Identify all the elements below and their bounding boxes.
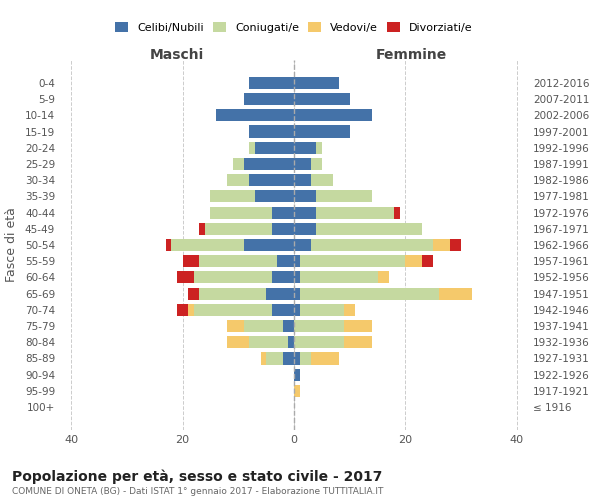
Bar [255,142,294,154]
Bar [439,288,472,300]
Bar [250,77,294,89]
Bar [299,352,311,364]
Bar [199,255,277,268]
Bar [294,320,344,332]
Bar [227,336,250,348]
Bar [211,190,255,202]
Bar [250,174,294,186]
Bar [450,239,461,251]
Bar [266,288,294,300]
Bar [250,142,255,154]
Bar [166,239,172,251]
Bar [294,126,350,138]
Bar [266,352,283,364]
Legend: Celibi/Nubili, Coniugati/e, Vedovi/e, Divorziati/e: Celibi/Nubili, Coniugati/e, Vedovi/e, Di… [111,18,477,37]
Bar [244,320,283,332]
Text: COMUNE DI ONETA (BG) - Dati ISTAT 1° gennaio 2017 - Elaborazione TUTTITALIA.IT: COMUNE DI ONETA (BG) - Dati ISTAT 1° gen… [12,488,383,496]
Bar [294,304,299,316]
Bar [244,239,294,251]
Bar [294,368,299,381]
Bar [294,109,372,122]
Y-axis label: Anni di nascita: Anni di nascita [598,198,600,291]
Bar [311,352,338,364]
Bar [272,272,294,283]
Bar [294,158,311,170]
Bar [344,304,355,316]
Bar [344,320,372,332]
Bar [311,158,322,170]
Bar [255,190,294,202]
Bar [406,255,422,268]
Bar [299,288,439,300]
Bar [199,222,205,235]
Bar [294,206,316,218]
Bar [283,320,294,332]
Bar [344,336,372,348]
Bar [294,352,299,364]
Bar [311,239,433,251]
Bar [227,174,250,186]
Bar [233,158,244,170]
Bar [216,109,294,122]
Bar [299,255,406,268]
Bar [227,320,244,332]
Bar [289,336,294,348]
Bar [272,206,294,218]
Bar [199,288,266,300]
Bar [377,272,389,283]
Bar [294,222,316,235]
Bar [433,239,450,251]
Bar [294,142,316,154]
Bar [299,272,377,283]
Bar [283,352,294,364]
Bar [294,77,338,89]
Bar [294,385,299,397]
Bar [194,304,272,316]
Bar [244,158,294,170]
Bar [294,255,299,268]
Bar [294,336,344,348]
Bar [294,239,311,251]
Bar [205,222,272,235]
Bar [294,93,350,105]
Bar [316,206,394,218]
Bar [299,304,344,316]
Bar [422,255,433,268]
Bar [188,288,199,300]
Bar [311,174,333,186]
Bar [177,304,188,316]
Bar [294,174,311,186]
Bar [250,126,294,138]
Bar [277,255,294,268]
Bar [211,206,272,218]
Bar [316,222,422,235]
Bar [260,352,266,364]
Bar [316,190,372,202]
Bar [316,142,322,154]
Bar [182,255,199,268]
Text: Femmine: Femmine [376,48,446,62]
Text: Maschi: Maschi [150,48,204,62]
Bar [177,272,194,283]
Bar [294,272,299,283]
Bar [244,93,294,105]
Bar [194,272,272,283]
Bar [250,336,289,348]
Y-axis label: Fasce di età: Fasce di età [5,208,18,282]
Text: Popolazione per età, sesso e stato civile - 2017: Popolazione per età, sesso e stato civil… [12,470,382,484]
Bar [172,239,244,251]
Bar [272,222,294,235]
Bar [294,190,316,202]
Bar [294,288,299,300]
Bar [272,304,294,316]
Bar [394,206,400,218]
Bar [188,304,194,316]
